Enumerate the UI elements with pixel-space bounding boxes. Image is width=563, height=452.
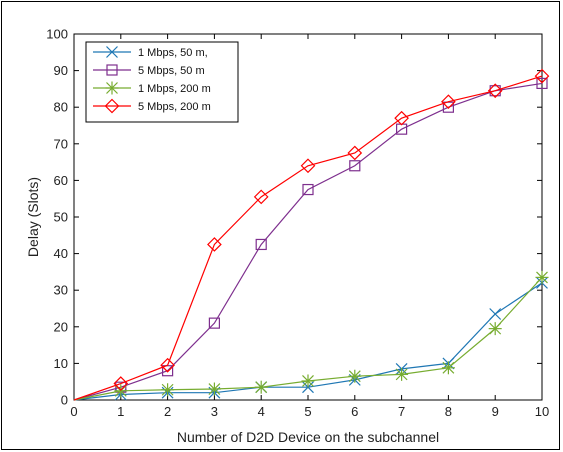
data-point bbox=[254, 380, 268, 394]
data-point bbox=[441, 361, 455, 375]
data-point bbox=[489, 85, 501, 97]
data-point bbox=[207, 382, 221, 396]
series-4 bbox=[73, 68, 550, 401]
legend: 1 Mbps, 50 m, 5 Mbps, 50 m 1 Mbps, 200 m 5 … bbox=[85, 41, 239, 123]
data-point bbox=[534, 68, 550, 84]
legend-entry: 1 Mbps, 50 m, bbox=[93, 46, 208, 59]
series-line bbox=[73, 82, 543, 401]
y-tick-label: 100 bbox=[46, 27, 68, 42]
data-point bbox=[255, 238, 267, 251]
y-tick-label: 60 bbox=[54, 173, 68, 188]
legend-label: 1 Mbps, 200 m bbox=[138, 83, 211, 95]
series-layer bbox=[73, 68, 550, 401]
data-point bbox=[160, 357, 175, 373]
y-axis-label: Delay (Slots) bbox=[25, 177, 41, 257]
legend-entry: 1 Mbps, 200 m bbox=[93, 81, 211, 95]
x-tick-label: 8 bbox=[445, 404, 452, 419]
data-point bbox=[105, 81, 119, 95]
x-axis-label: Number of D2D Device on the subchannel bbox=[177, 429, 439, 445]
x-tick-label: 2 bbox=[164, 404, 171, 419]
y-tick-label: 30 bbox=[54, 283, 68, 298]
data-point bbox=[489, 308, 502, 320]
data-point bbox=[207, 237, 222, 252]
data-point bbox=[104, 98, 120, 114]
data-point bbox=[302, 183, 314, 196]
data-point bbox=[161, 383, 175, 397]
y-tick-label: 40 bbox=[54, 246, 68, 261]
data-point bbox=[536, 77, 548, 90]
data-point bbox=[487, 83, 503, 99]
series-line bbox=[73, 75, 543, 401]
data-point bbox=[488, 322, 502, 336]
data-point bbox=[300, 158, 316, 174]
y-tick-label: 20 bbox=[54, 319, 68, 334]
data-point bbox=[106, 46, 118, 58]
data-point bbox=[208, 317, 220, 329]
data-point bbox=[441, 94, 456, 110]
data-point bbox=[106, 64, 118, 76]
data-point bbox=[394, 110, 409, 126]
x-tick-label: 4 bbox=[258, 404, 265, 419]
legend-label: 1 Mbps, 50 m, bbox=[138, 47, 208, 59]
legend-label: 5 Mbps, 200 m bbox=[138, 101, 211, 113]
data-point bbox=[348, 369, 362, 383]
x-tick-label: 6 bbox=[351, 404, 358, 419]
data-point bbox=[347, 145, 363, 161]
legend-entry: 5 Mbps, 50 m bbox=[93, 64, 205, 77]
series-3 bbox=[73, 270, 549, 401]
legend-entry: 5 Mbps, 200 m bbox=[93, 98, 211, 114]
data-point bbox=[535, 270, 549, 284]
x-tick-label: 9 bbox=[492, 404, 499, 419]
data-point bbox=[301, 374, 315, 388]
legend-label: 5 Mbps, 50 m bbox=[138, 65, 205, 77]
data-point bbox=[349, 160, 361, 172]
y-tick-label: 70 bbox=[54, 136, 68, 151]
y-tick-label: 0 bbox=[61, 393, 68, 408]
x-tick-label: 0 bbox=[70, 404, 77, 419]
x-tick-label: 7 bbox=[398, 404, 405, 419]
x-tick-label: 3 bbox=[211, 404, 218, 419]
data-point bbox=[395, 367, 409, 381]
legend-box bbox=[85, 41, 239, 123]
y-tick-label: 50 bbox=[54, 210, 68, 225]
x-tick-label: 1 bbox=[117, 404, 124, 419]
y-tick-label: 10 bbox=[54, 356, 68, 371]
data-point bbox=[113, 376, 129, 391]
data-point bbox=[253, 189, 269, 205]
y-tick-label: 80 bbox=[54, 100, 68, 115]
x-tick-label: 10 bbox=[535, 404, 549, 419]
x-tick-label: 5 bbox=[304, 404, 311, 419]
y-tick-label: 90 bbox=[54, 63, 68, 78]
